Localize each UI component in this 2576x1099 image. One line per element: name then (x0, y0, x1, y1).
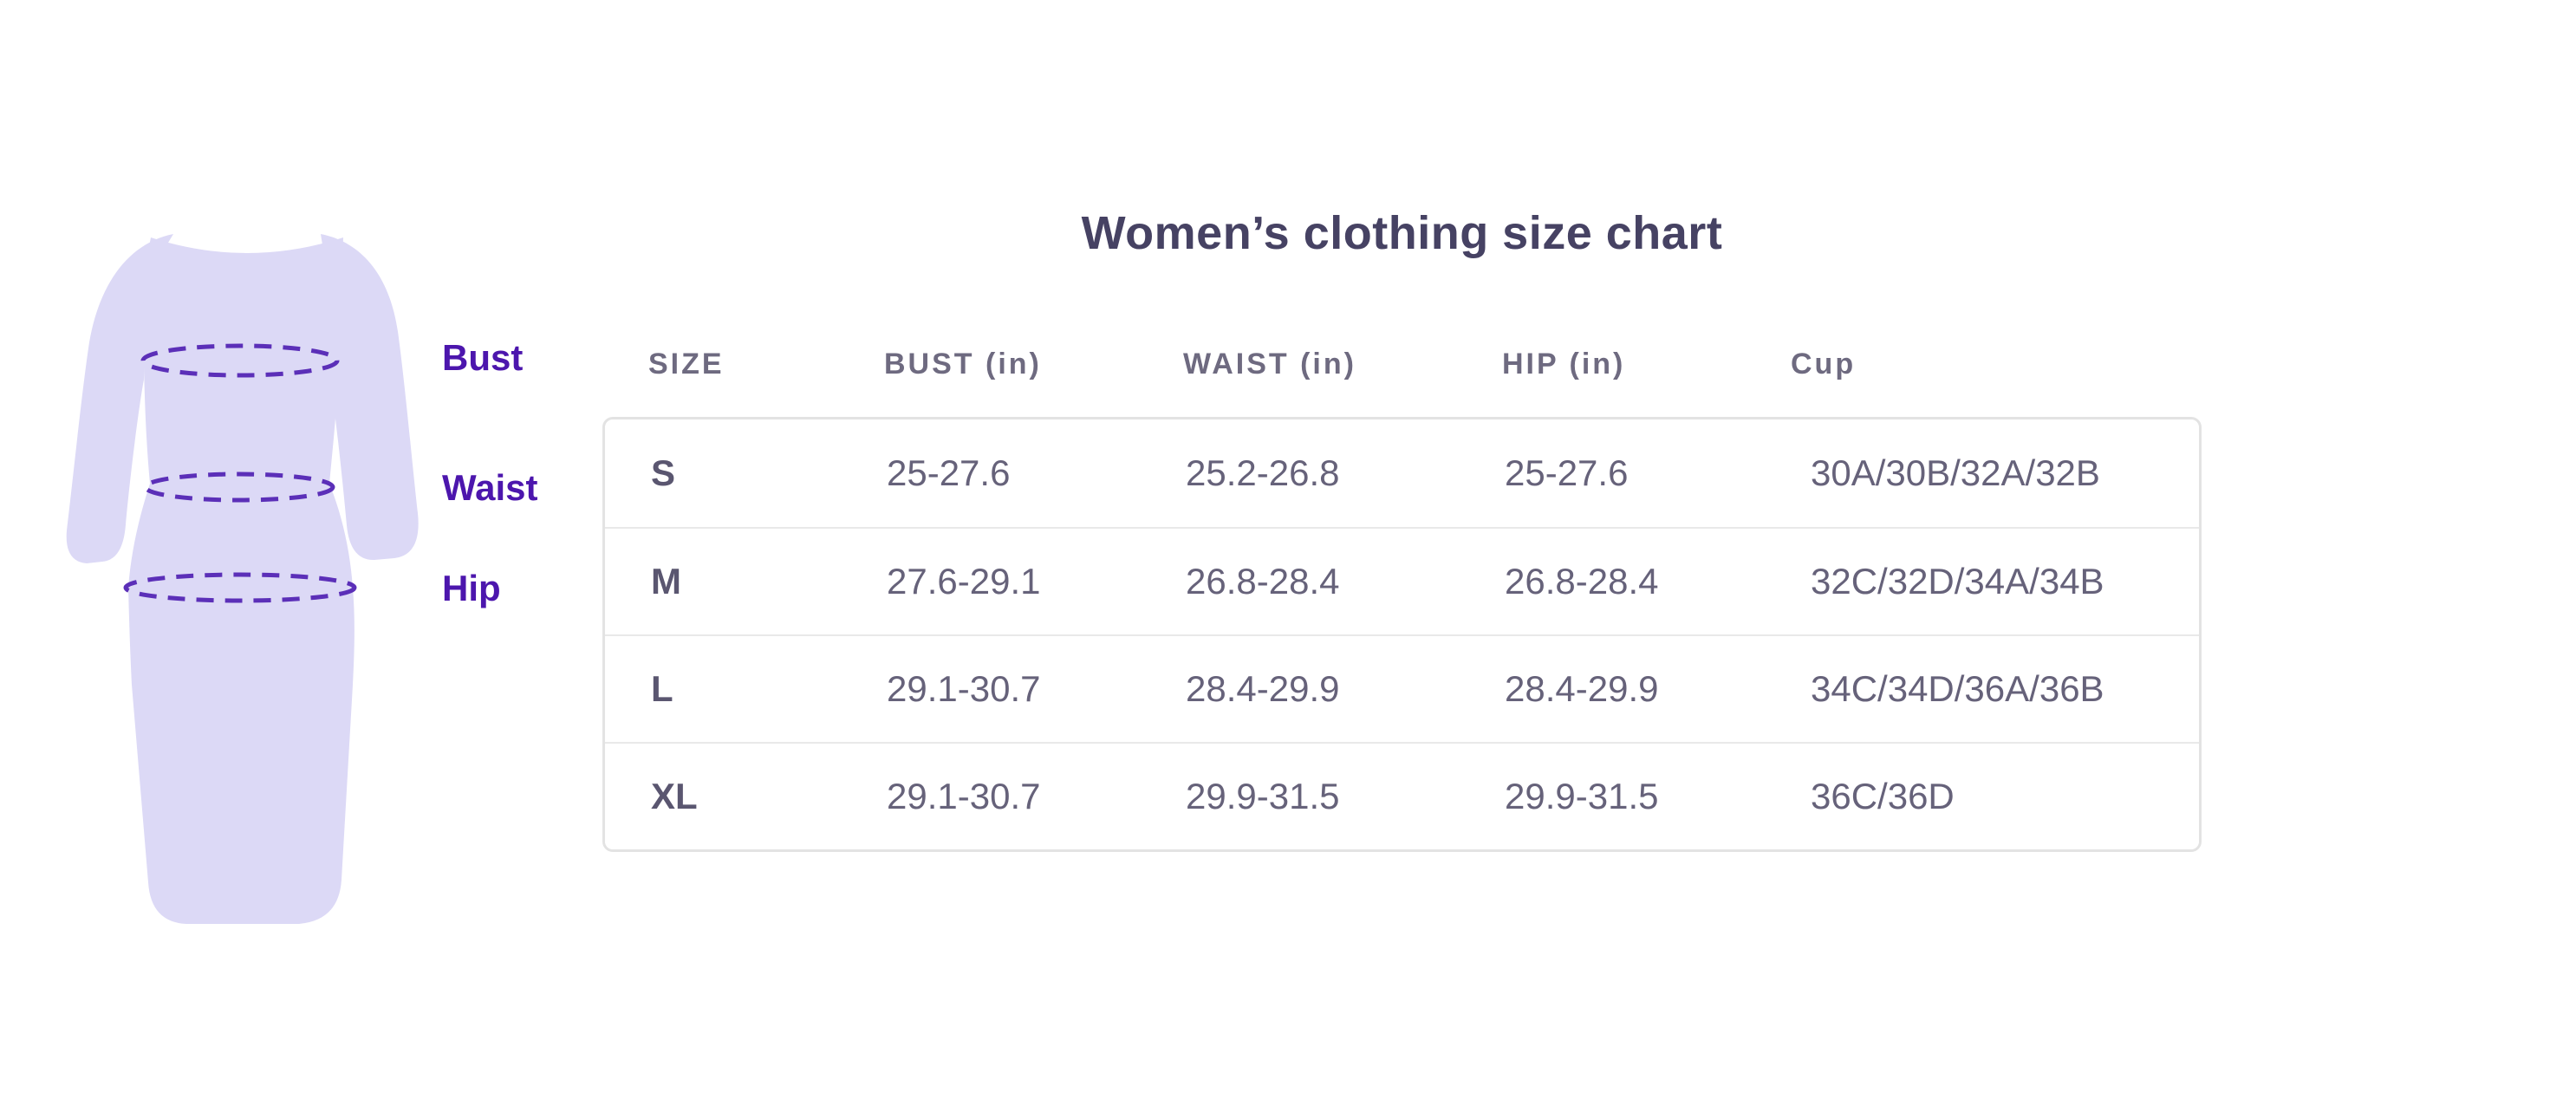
cup-cell: 34C/34D/36A/36B (1811, 668, 2104, 709)
table-row-m: M 27.6-29.1 26.8-28.4 26.8-28.4 32C/32D/… (605, 527, 2199, 634)
size-cell: S (651, 452, 676, 493)
bust-measurement-line (140, 343, 340, 378)
bust-cell: 29.1-30.7 (887, 668, 1041, 709)
hip-cell: 26.8-28.4 (1505, 561, 1659, 602)
table-row-s: S 25-27.6 25.2-26.8 25-27.6 30A/30B/32A/… (605, 419, 2199, 527)
hip-cell: 28.4-29.9 (1505, 668, 1659, 709)
header-waist: WAIST (in) (1183, 347, 1356, 380)
header-cup: Cup (1791, 347, 1857, 380)
table-row-xl: XL 29.1-30.7 29.9-31.5 29.9-31.5 36C/36D (605, 742, 2199, 849)
hip-measurement-line (123, 572, 357, 603)
cup-cell: 36C/36D (1811, 776, 1955, 816)
size-cell: XL (651, 776, 698, 816)
size-table: S 25-27.6 25.2-26.8 25-27.6 30A/30B/32A/… (602, 417, 2202, 852)
cup-cell: 30A/30B/32A/32B (1811, 452, 2100, 493)
waist-cell: 25.2-26.8 (1186, 452, 1340, 493)
size-cell: M (651, 561, 681, 602)
waist-cell: 29.9-31.5 (1186, 776, 1340, 816)
size-cell: L (651, 668, 673, 709)
table-row-l: L 29.1-30.7 28.4-29.9 28.4-29.9 34C/34D/… (605, 634, 2199, 742)
bust-cell: 27.6-29.1 (887, 561, 1041, 602)
dress-diagram (66, 234, 419, 924)
hip-cell: 25-27.6 (1505, 452, 1629, 493)
dress-left-sleeve (66, 234, 173, 563)
bust-cell: 25-27.6 (887, 452, 1011, 493)
bust-cell: 29.1-30.7 (887, 776, 1041, 816)
waist-label: Waist (442, 467, 538, 508)
hip-label: Hip (442, 568, 501, 608)
waist-cell: 26.8-28.4 (1186, 561, 1340, 602)
header-hip: HIP (in) (1502, 347, 1626, 380)
header-bust: BUST (in) (884, 347, 1042, 380)
dress-right-sleeve (321, 234, 419, 561)
cup-cell: 32C/32D/34A/34B (1811, 561, 2104, 602)
page-title: Women’s clothing size chart (1081, 207, 1723, 259)
waist-cell: 28.4-29.9 (1186, 668, 1340, 709)
bust-label: Bust (442, 337, 524, 378)
dress-body (128, 237, 355, 924)
header-size: SIZE (648, 347, 725, 380)
size-table-header: SIZE BUST (in) WAIST (in) HIP (in) Cup (602, 345, 2202, 383)
waist-measurement-line (143, 471, 335, 503)
hip-cell: 29.9-31.5 (1505, 776, 1659, 816)
